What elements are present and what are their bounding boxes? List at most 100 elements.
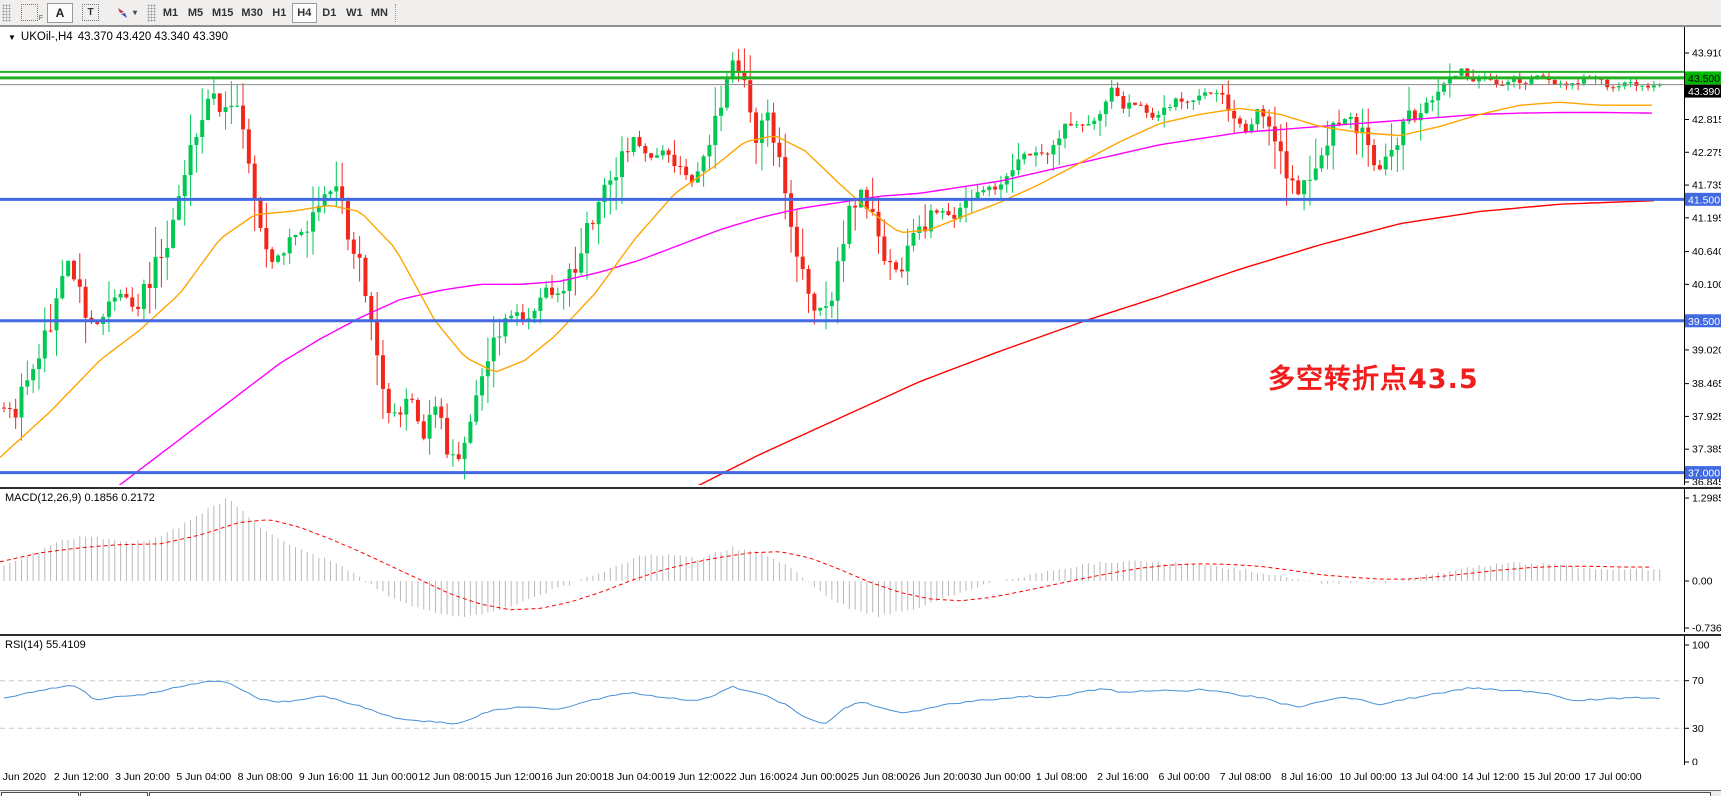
candle-body <box>299 231 304 235</box>
time-label: 15 Jun 12:00 <box>479 771 541 783</box>
candle-body <box>392 412 397 414</box>
candle-body <box>1033 152 1038 156</box>
timeframe-h4-button[interactable]: H4 <box>291 2 317 23</box>
candle-body <box>550 287 555 295</box>
chevron-down-icon: ▾ <box>133 8 138 17</box>
candle-body <box>736 60 741 73</box>
rsi-canvas: 100 70 30 0 <box>0 636 1710 765</box>
toolbar-grip-2[interactable] <box>147 3 157 22</box>
price-tick-label: 42.275 <box>1692 147 1721 159</box>
timeframe-d1-button[interactable]: D1 <box>317 3 342 23</box>
candle-body <box>573 269 578 273</box>
label-tool-button[interactable]: T <box>75 3 106 23</box>
text-tool-button[interactable]: A <box>47 2 73 23</box>
freehand-tool-button[interactable]: F <box>14 3 45 23</box>
candle-body <box>206 98 211 121</box>
time-label: 2 Jul 16:00 <box>1097 771 1149 783</box>
candle-body <box>561 291 566 294</box>
candle-body <box>812 293 817 311</box>
time-label: 9 Jun 16:00 <box>298 771 354 783</box>
candle-body <box>503 318 508 337</box>
candle-body <box>841 243 846 262</box>
candle-body <box>993 186 998 190</box>
candle-body <box>1453 75 1458 77</box>
macd-name: MACD(12,26,9) <box>5 492 82 504</box>
chart-tab[interactable] <box>1 792 79 796</box>
timeframe-m30-button[interactable]: M30 <box>237 3 266 23</box>
arrows-tool-button[interactable]: ▾ <box>108 3 144 23</box>
chart-tab[interactable] <box>80 792 148 796</box>
macd-signal-line <box>0 519 1652 611</box>
candle-body <box>643 145 648 154</box>
time-label: 5 Jun 04:00 <box>176 771 232 783</box>
candle-body <box>771 112 776 143</box>
price-tick-label: 40.100 <box>1692 279 1721 291</box>
candle-body <box>345 201 350 240</box>
candle-body <box>340 186 345 202</box>
candle-body <box>719 107 724 116</box>
candle-body <box>1115 87 1120 97</box>
candle-body <box>1214 92 1219 94</box>
timeframe-h1-button[interactable]: H1 <box>267 3 292 23</box>
candle-body <box>754 112 759 143</box>
candle-body <box>54 298 59 331</box>
candle-body <box>1237 118 1242 124</box>
candle-body <box>1354 116 1359 134</box>
candle-body <box>1348 116 1353 120</box>
timeframe-m15-button[interactable]: M15 <box>208 3 237 23</box>
timeframe-m5-button[interactable]: M5 <box>183 3 208 23</box>
candle-body <box>538 297 543 311</box>
candle-body <box>1144 105 1149 113</box>
time-label: 22 Jun 16:00 <box>724 771 786 783</box>
candle-body <box>1202 92 1207 96</box>
candle-body <box>310 212 315 232</box>
price-badge <box>1685 466 1721 480</box>
price-badge-label: 37.000 <box>1688 468 1720 480</box>
candle-body <box>1290 178 1295 181</box>
candle-body <box>1057 138 1062 146</box>
candle-body <box>1628 82 1633 84</box>
candle-body <box>1127 102 1132 109</box>
candle-body <box>975 192 980 200</box>
candle-body <box>1529 78 1534 84</box>
candle-body <box>1133 102 1138 105</box>
f-tool-label: F <box>38 14 43 22</box>
timeframe-w1-button[interactable]: W1 <box>342 3 367 23</box>
candles <box>2 48 1662 480</box>
candle-body <box>777 142 782 158</box>
candle-body <box>491 337 496 362</box>
candle-body <box>456 454 461 460</box>
candle-body <box>654 155 659 158</box>
timeframe-m1-button[interactable]: M1 <box>158 3 183 23</box>
candle-body <box>765 112 770 121</box>
candle-body <box>1389 149 1394 157</box>
toolbar-grip[interactable] <box>2 3 11 22</box>
candle-body <box>835 261 840 301</box>
candle-body <box>375 321 380 356</box>
candle-body <box>42 330 47 359</box>
price-chart-canvas: 43.910 42.815 42.275 41.735 41.195 40.640 40.1… <box>0 27 1721 485</box>
candle-body <box>1272 126 1277 142</box>
candle-body <box>585 222 589 254</box>
candle-body <box>923 226 928 232</box>
candle-body <box>666 150 671 155</box>
candle-body <box>1243 123 1248 132</box>
candle-body <box>305 231 310 233</box>
annotation-text[interactable]: 多空转折点43.5 <box>1268 364 1479 395</box>
candle-body <box>363 257 368 297</box>
candle-body <box>724 79 729 108</box>
candle-body <box>1068 123 1073 126</box>
candle-body <box>899 269 904 272</box>
candle-body <box>625 151 630 153</box>
candle-body <box>1511 77 1516 82</box>
candle-body <box>963 200 968 208</box>
price-tick-label: 37.385 <box>1692 444 1721 456</box>
candle-body <box>130 297 135 307</box>
chart-dropdown-icon[interactable]: ▼ <box>8 32 16 42</box>
candle-body <box>252 163 257 201</box>
timeframe-mn-button[interactable]: MN <box>367 3 392 23</box>
price-tick-label: 41.735 <box>1692 180 1721 192</box>
chart-tab[interactable] <box>149 792 1711 796</box>
time-label: 15 Jul 20:00 <box>1523 771 1581 783</box>
candle-body <box>316 205 321 213</box>
